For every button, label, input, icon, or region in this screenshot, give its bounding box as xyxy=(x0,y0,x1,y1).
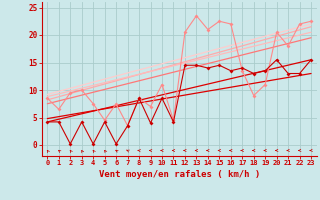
X-axis label: Vent moyen/en rafales ( km/h ): Vent moyen/en rafales ( km/h ) xyxy=(99,170,260,179)
